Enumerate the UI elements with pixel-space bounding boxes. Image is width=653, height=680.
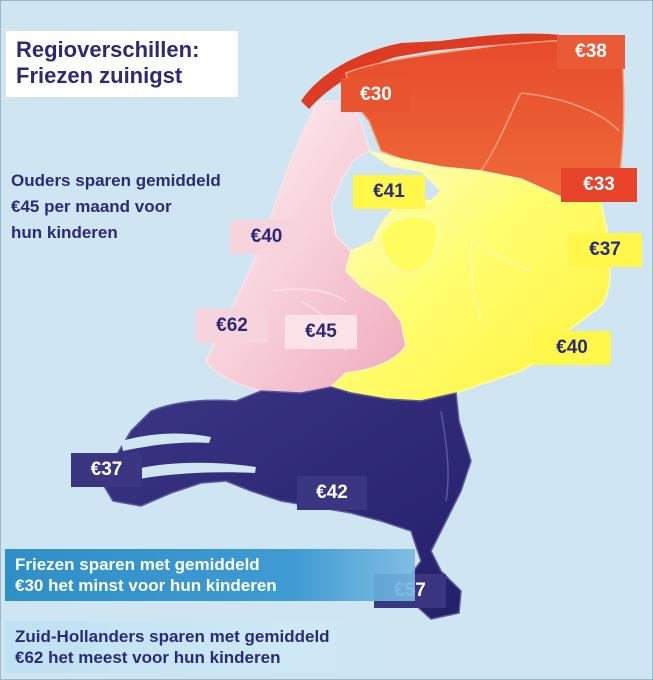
price-label-noord-holland: €40 [230,220,303,254]
price-label-groningen: €38 [557,35,625,69]
price-label-text: €40 [250,226,283,247]
price-label-text: €30 [360,84,392,105]
zeeland-estuary-2 [136,462,256,479]
price-label-text: €45 [305,321,337,342]
price-label-text: €62 [216,315,248,336]
banner-highest-savings: Zuid-Hollanders sparen met gemiddeld €62… [5,621,425,673]
price-label-noord-brabant: €42 [297,476,367,510]
region-boundary-south [440,410,449,502]
price-label-text: €38 [575,41,607,62]
price-label-zeeland: €37 [71,453,142,487]
intro-text: Ouders sparen gemiddeld €45 per maand vo… [11,168,251,246]
price-label-drenthe: €33 [561,168,637,202]
price-label-text: €37 [589,239,621,260]
map-title: Regioverschillen: Friezen zuinigst [6,31,238,97]
price-label-gelderland: €40 [533,331,611,365]
price-label-flevoland: €41 [353,175,425,209]
price-label-utrecht: €45 [285,315,357,349]
price-label-text: €33 [583,174,615,195]
price-label-friesland: €30 [341,78,411,112]
region-south-navy [100,386,472,620]
intro-line-1: Ouders sparen gemiddeld [11,171,221,190]
region-boundary-north [480,92,620,172]
flevoland-polder [380,215,438,274]
banner-highest-line-2: €62 het meest voor hun kinderen [15,648,281,667]
banner-lowest-savings: Friezen sparen met gemiddeld €30 het min… [5,549,415,601]
title-line-1: Regioverschillen: [16,37,200,62]
price-label-text: €42 [316,482,348,503]
banner-lowest-line-1: Friezen sparen met gemiddeld [15,555,260,574]
banner-lowest-line-2: €30 het minst voor hun kinderen [15,576,277,595]
zeeland-estuary-1 [121,433,211,451]
price-label-overijssel: €37 [568,233,642,267]
title-line-2: Friezen zuinigst [16,63,183,88]
price-label-text: €41 [373,181,405,202]
price-label-zuid-holland: €62 [196,309,268,343]
intro-line-2: €45 per maand voor [11,197,172,216]
intro-line-3: hun kinderen [11,223,118,242]
price-label-text: €37 [90,459,123,480]
price-label-text: €40 [556,337,588,358]
banner-highest-line-1: Zuid-Hollanders sparen met gemiddeld [15,627,330,646]
region-boundary-middle [470,240,532,322]
